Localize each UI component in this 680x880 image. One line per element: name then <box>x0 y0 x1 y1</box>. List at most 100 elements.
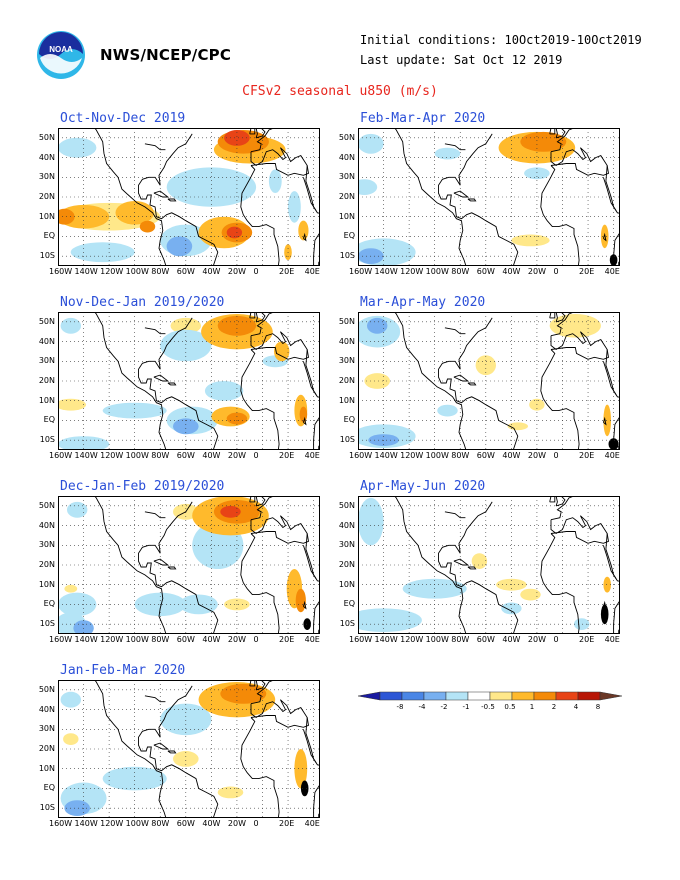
anomaly-shading <box>204 381 244 401</box>
lon-label: 40E <box>604 451 620 460</box>
anomaly-shading <box>600 604 609 625</box>
anomaly-shading <box>73 620 94 634</box>
panel-title-ond: Oct-Nov-Dec 2019 <box>60 111 186 126</box>
lon-label: 80W <box>151 451 170 460</box>
lat-label: 10N <box>38 579 55 589</box>
anomaly-shading <box>603 576 611 593</box>
lat-label: 10S <box>339 619 355 629</box>
coastline <box>249 496 256 503</box>
anomaly-shading <box>189 191 221 203</box>
lon-label: 160W <box>49 635 73 644</box>
anomaly-shading <box>166 167 257 207</box>
anomaly-shading <box>173 751 199 767</box>
coastline <box>540 165 580 266</box>
lon-label: 120W <box>400 635 424 644</box>
lon-label: 40E <box>304 451 320 460</box>
map-panel-mam: 50N 40N 30N 20N 10N EQ 10S 160W 140W 120W 100W 80W 6… <box>339 312 620 460</box>
lon-label: 160W <box>349 267 373 276</box>
lon-label: 40E <box>304 635 320 644</box>
colorbar-swatch <box>555 691 579 701</box>
lon-label: 140W <box>374 267 398 276</box>
anomaly-shading <box>58 436 110 450</box>
colorbar-tick-label: -4 <box>419 703 427 711</box>
anomaly-shading <box>139 220 156 233</box>
lon-label: 20E <box>579 451 595 460</box>
coastline <box>555 128 566 139</box>
coastline <box>240 165 280 266</box>
coastline <box>255 680 266 691</box>
anomaly-shading <box>603 404 611 437</box>
colorbar-tick-label: -2 <box>441 703 448 711</box>
colorbar: -8 -4 -2 -1 -0.5 0.5 1 2 4 8 <box>357 691 623 711</box>
coastline <box>249 680 256 687</box>
colorbar-swatch <box>467 691 491 701</box>
anomaly-shading <box>70 242 135 263</box>
coastline <box>444 143 466 151</box>
coastline <box>167 566 177 570</box>
anomaly-shading <box>63 733 79 745</box>
anomaly-shading <box>475 355 496 376</box>
anomaly-shading <box>102 402 167 419</box>
coastline <box>250 312 275 337</box>
coastline <box>438 133 519 266</box>
lon-label: 80W <box>451 451 470 460</box>
anomaly-shading <box>520 131 567 152</box>
lat-label: 30N <box>38 540 55 550</box>
lat-label: EQ <box>43 415 55 425</box>
coastline <box>255 496 266 507</box>
coastline <box>358 128 467 266</box>
anomaly-shading <box>224 130 250 146</box>
lon-label: 40E <box>304 819 320 828</box>
coastline <box>58 128 167 266</box>
anomaly-shading <box>226 412 248 425</box>
coastline <box>255 128 266 139</box>
lat-label: 40N <box>38 520 55 530</box>
lon-label: 80W <box>451 635 470 644</box>
coastline <box>605 165 620 266</box>
panel-title-djf: Dec-Jan-Feb 2019/2020 <box>60 479 225 494</box>
colorbar-swatch <box>401 691 425 701</box>
anomaly-shading <box>288 191 301 223</box>
coastline <box>240 717 280 818</box>
lon-label: 120W <box>400 451 424 460</box>
lon-label: 160W <box>349 451 373 460</box>
lon-label: 140W <box>74 451 98 460</box>
coastline <box>602 600 607 610</box>
anomaly-shading <box>511 234 550 247</box>
lon-label: 0 <box>253 267 259 276</box>
coastline <box>305 533 320 634</box>
anomaly-shading <box>358 497 384 546</box>
coastline <box>549 496 556 503</box>
coastline <box>167 382 177 386</box>
coastline <box>153 374 170 382</box>
coastline <box>540 533 580 634</box>
lat-label: 20N <box>338 560 355 569</box>
lon-label: 40W <box>202 451 221 460</box>
lat-label: 50N <box>38 132 55 142</box>
logo-text: NOAA <box>49 45 73 54</box>
lon-label: 20W <box>227 819 247 828</box>
agency-name: NWS/NCEP/CPC <box>100 46 232 64</box>
anomaly-map <box>58 496 320 634</box>
anomaly-shading <box>58 137 97 158</box>
lat-label: 10S <box>39 251 55 261</box>
colorbar-swatch <box>445 691 469 701</box>
coastline <box>602 177 617 212</box>
coastline <box>605 533 620 634</box>
lat-label: 20N <box>38 560 55 569</box>
lon-label: 60W <box>176 635 195 644</box>
anomaly-shading <box>574 618 590 630</box>
lat-label: 40N <box>338 336 355 346</box>
lat-label: EQ <box>43 231 55 241</box>
coastline <box>540 349 580 450</box>
coastline <box>550 496 575 521</box>
lon-label: 120W <box>100 267 124 276</box>
colorbar-tick-label: 0.5 <box>504 703 515 711</box>
lon-label: 40E <box>604 267 620 276</box>
lon-label: 100W <box>125 267 149 276</box>
lat-label: 10N <box>38 763 55 773</box>
lat-label: 50N <box>38 316 55 326</box>
anomaly-shading <box>299 406 308 423</box>
lat-label: 10S <box>339 435 355 445</box>
coastline <box>550 147 610 176</box>
